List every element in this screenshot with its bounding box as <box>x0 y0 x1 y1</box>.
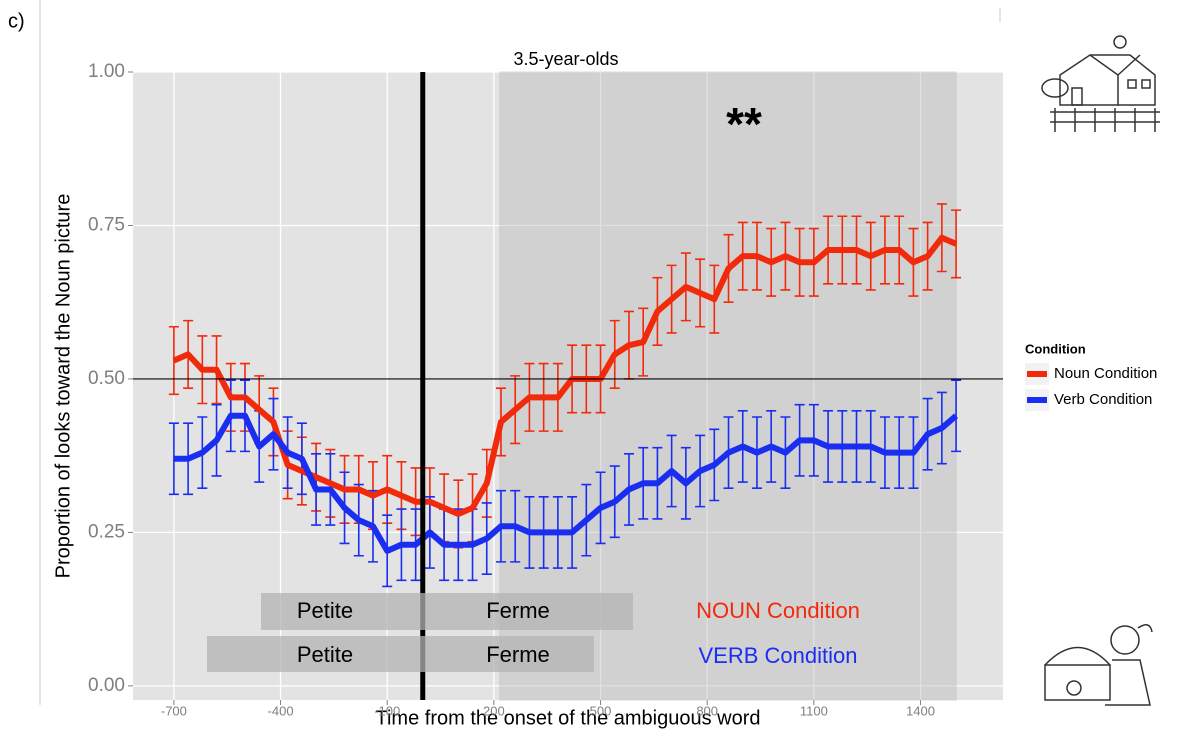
word: Ferme <box>486 598 550 623</box>
word-box <box>261 593 422 630</box>
x-tick-label: -100 <box>374 703 400 718</box>
x-tick-label: 1100 <box>800 703 828 718</box>
x-tick-label: 200 <box>483 703 505 718</box>
y-axis-label: Proportion of looks toward the Noun pict… <box>52 194 74 579</box>
x-tick-label: 500 <box>590 703 612 718</box>
x-tick-label: -400 <box>268 703 294 718</box>
x-tick-label: 1400 <box>906 703 935 718</box>
y-tick-label: 0.00 <box>88 675 125 696</box>
word: Petite <box>297 642 353 667</box>
legend-label: Noun Condition <box>1054 365 1157 382</box>
panel-label: c) <box>8 10 25 32</box>
x-tick-label: 800 <box>696 703 718 718</box>
word: Ferme <box>486 642 550 667</box>
verb-label: VERB Condition <box>699 643 858 668</box>
word-box <box>422 636 594 672</box>
series-line <box>172 234 958 517</box>
x-tick-label: -700 <box>161 703 187 718</box>
noun-label: NOUN Condition <box>696 598 860 623</box>
chart-title: 3.5-year-olds <box>513 49 618 69</box>
error-bar <box>951 379 962 453</box>
series-line <box>173 412 959 554</box>
word-box <box>207 636 422 672</box>
legend-label: Verb Condition <box>1054 391 1152 408</box>
y-tick-label: 1.00 <box>88 61 125 82</box>
significance: ** <box>726 98 762 150</box>
y-tick-label: 0.25 <box>88 521 125 542</box>
x-axis-label: Time from the onset of the ambiguous wor… <box>376 707 761 729</box>
word-box <box>422 593 633 630</box>
y-tick-label: 0.50 <box>88 368 125 389</box>
house-icon <box>1041 35 1160 132</box>
legend-title: Condition <box>1025 341 1086 356</box>
girl-icon <box>1044 624 1153 706</box>
y-tick-label: 0.75 <box>88 214 125 235</box>
word: Petite <box>297 598 353 623</box>
